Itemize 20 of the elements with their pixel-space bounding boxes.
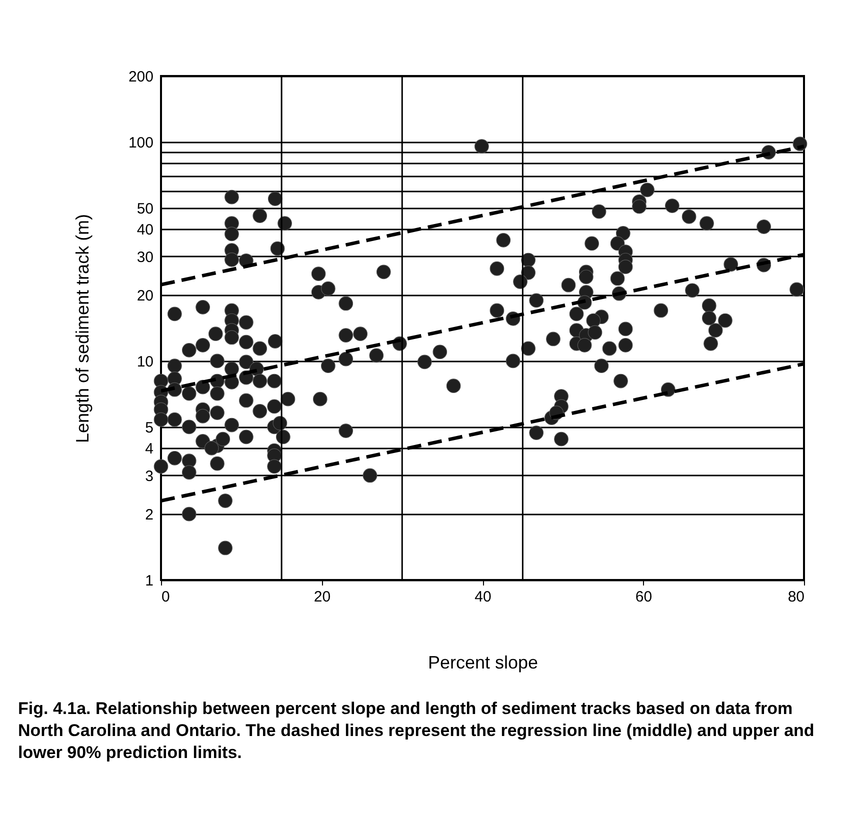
y-tick-label: 30: [136, 248, 154, 266]
y-axis-title: Length of sediment track (m): [72, 214, 92, 444]
y-tick-label: 50: [136, 200, 154, 218]
y-tick-label: 5: [145, 419, 154, 436]
x-tick-label: 0: [162, 588, 170, 606]
x-tick-label: 80: [788, 588, 804, 606]
y-tick-label: 2: [145, 506, 154, 524]
y-tick-label: 4: [145, 440, 154, 458]
y-tick-label: 3: [145, 468, 154, 485]
x-tick-label: 20: [314, 588, 331, 606]
x-tick-label: 60: [635, 588, 652, 606]
y-tick-label: 10: [136, 353, 154, 370]
y-tick-label: 20: [136, 288, 154, 305]
y-tick-label: 100: [128, 134, 154, 152]
y-tick-label: 40: [136, 222, 154, 239]
x-tick-label: 40: [474, 588, 492, 606]
y-tick-label: 1: [145, 572, 154, 590]
x-axis-title: Percent slope: [428, 652, 538, 672]
y-tick-label: 200: [128, 68, 154, 86]
caption: Fig. 4.1a. Relationship between percent slope and length of sediment tracks based on data from North Carolina and Ontario. The dashed lines represent the regression line (middle) and upper and lower 90% prediction limits.: [18, 698, 816, 764]
